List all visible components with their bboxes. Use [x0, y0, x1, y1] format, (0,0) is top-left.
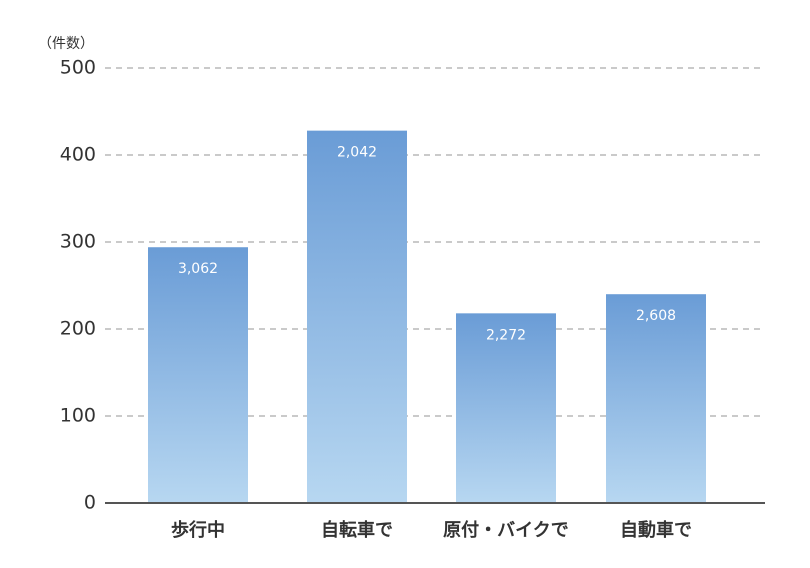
- bar: [307, 130, 407, 503]
- bar-annotation: 2,042: [337, 145, 377, 161]
- bar-annotation: 2,272: [486, 327, 526, 343]
- y-tick-label: 500: [60, 57, 96, 79]
- y-tick-label: 300: [60, 231, 96, 253]
- y-tick-label: 400: [60, 144, 96, 166]
- y-tick-label: 0: [84, 492, 96, 514]
- x-tick-label: 歩行中: [171, 519, 225, 541]
- bar-annotation: 2,608: [636, 308, 676, 324]
- x-tick-label: 自転車で: [321, 519, 393, 541]
- y-tick-label: 100: [60, 405, 96, 427]
- y-tick-label: 200: [60, 318, 96, 340]
- x-tick-label: 原付・バイクで: [443, 519, 569, 541]
- bar: [456, 313, 556, 503]
- bar: [148, 247, 248, 503]
- bar-annotation: 3,062: [178, 261, 218, 277]
- x-tick-label: 自動車で: [620, 519, 692, 541]
- bar: [606, 294, 706, 503]
- y-axis-label: （件数）: [38, 36, 94, 52]
